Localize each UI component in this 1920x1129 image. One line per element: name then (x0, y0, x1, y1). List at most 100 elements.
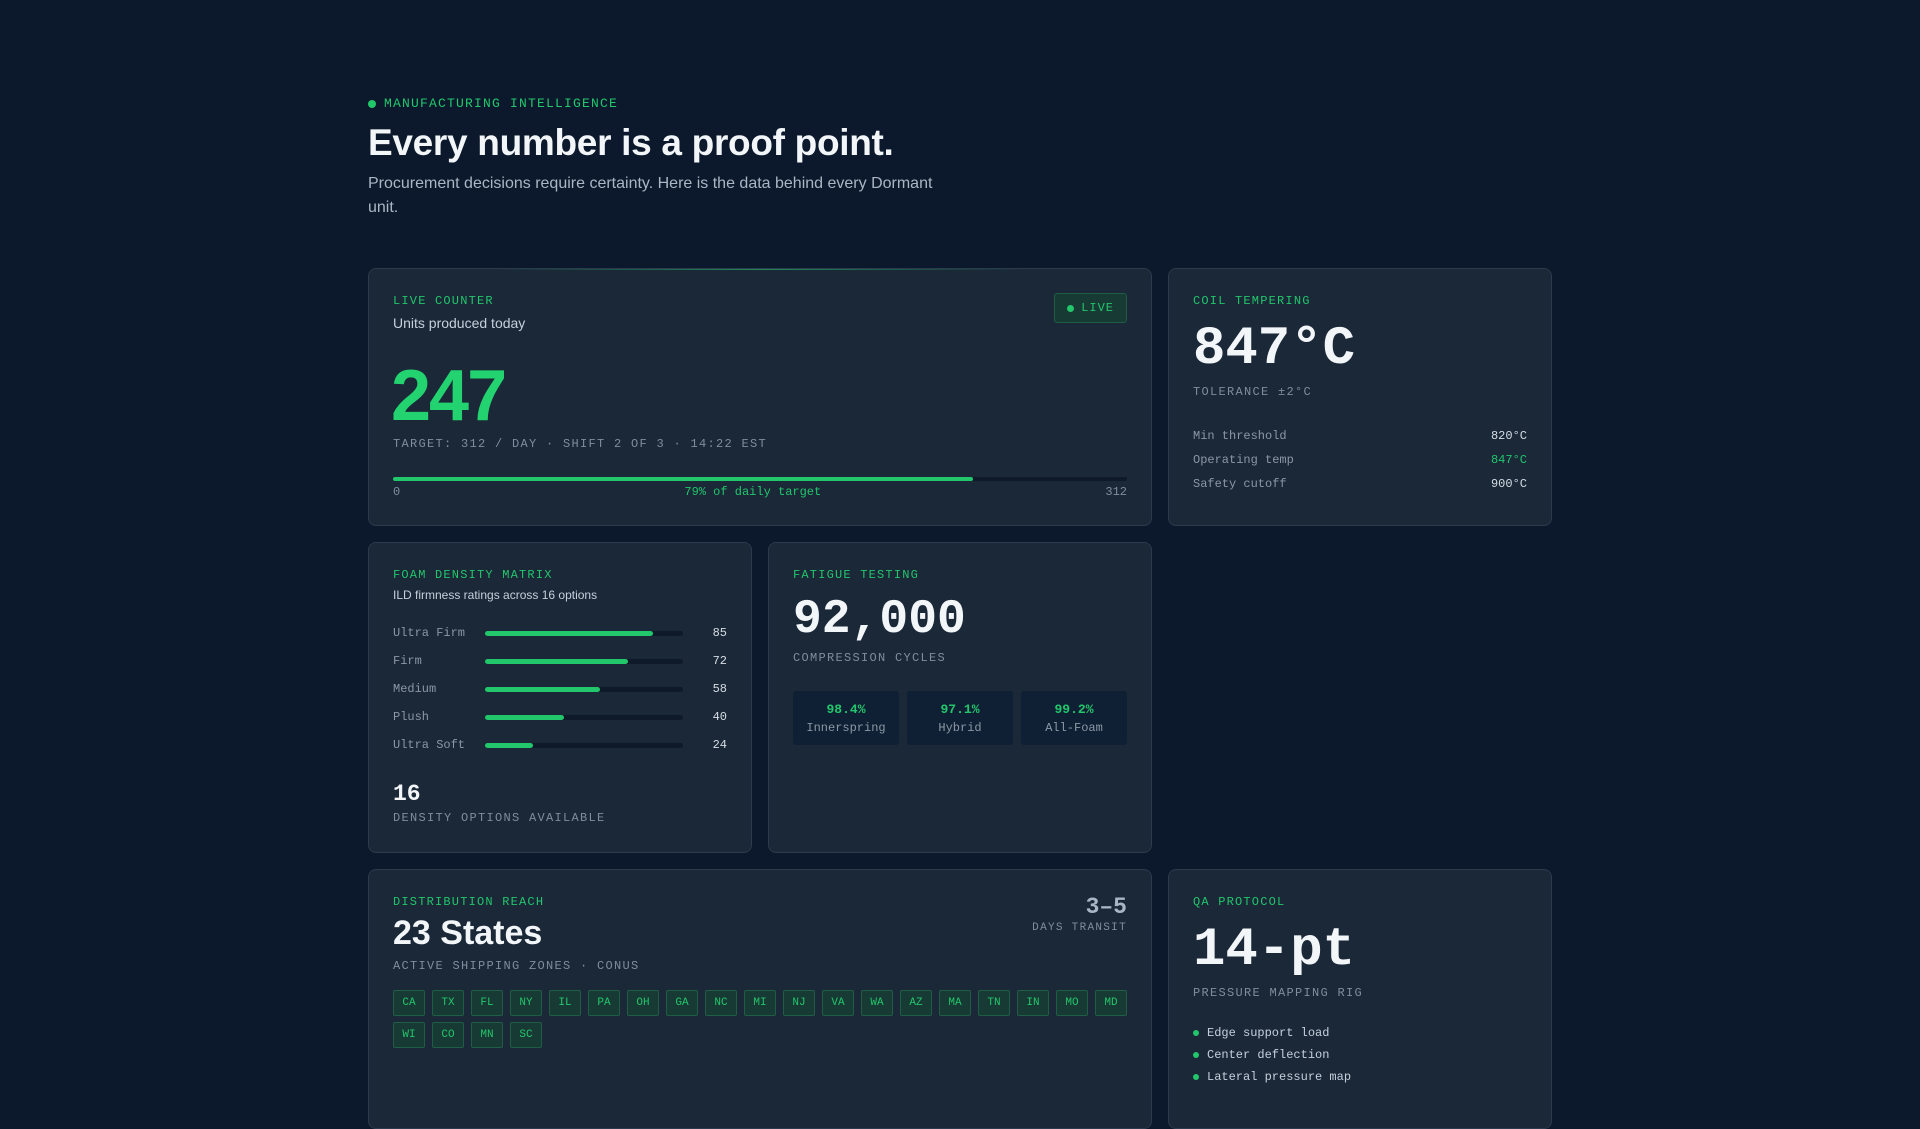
density-bar-list: Ultra Firm 85 Firm 72 Medium 58 Plush 40… (393, 619, 727, 759)
coil-tolerance: TOLERANCE ±2°C (1193, 385, 1313, 399)
state-chip: MO (1056, 990, 1088, 1016)
compression-cycles-value: 92,000 (793, 593, 966, 647)
state-chip: CO (432, 1022, 464, 1048)
qa-check-label: Center deflection (1207, 1048, 1330, 1062)
density-bar-track (485, 686, 683, 692)
pass-rate-value: 97.1% (940, 701, 980, 717)
transit-label: DAYS TRANSIT (1032, 922, 1127, 934)
density-bar-row: Plush 40 (393, 703, 727, 731)
spec-row: Min threshold 820°C (1193, 424, 1527, 448)
density-bar-label: Firm (393, 654, 422, 668)
state-chip: MI (744, 990, 776, 1016)
qa-rig-label: PRESSURE MAPPING RIG (1193, 986, 1364, 1000)
qa-check-label: Lateral pressure map (1207, 1070, 1352, 1084)
progress-caption: 79% of daily target (684, 485, 822, 499)
density-bar-row: Ultra Soft 24 (393, 731, 727, 759)
coil-tempering-card: COIL TEMPERING 847°C TOLERANCE ±2°C Min … (1168, 268, 1552, 526)
state-chip: WI (393, 1022, 425, 1048)
state-chip: CA (393, 990, 425, 1016)
spec-row: Operating temp 847°C (1193, 448, 1527, 472)
progress-min: 0 (393, 485, 401, 499)
progress-max: 312 (1105, 485, 1127, 499)
pass-rate-tile: 97.1% Hybrid (907, 691, 1013, 745)
density-bar-fill (485, 658, 628, 664)
section-eyebrow: MANUFACTURING INTELLIGENCE (368, 96, 618, 111)
pass-rate-value: 98.4% (826, 701, 866, 717)
pass-rate-tiles: 98.4% Innerspring 97.1% Hybrid 99.2% All… (793, 691, 1127, 745)
bullet-icon (1193, 1074, 1199, 1080)
transit-value: 3–5 (1085, 894, 1127, 920)
density-options-count: 16 (393, 781, 421, 807)
state-chip: SC (510, 1022, 542, 1048)
density-bar-label: Medium (393, 682, 437, 696)
daily-target-progress (393, 477, 1127, 481)
pass-rate-type: All-Foam (1045, 720, 1103, 735)
foam-density-card: FOAM DENSITY MATRIX ILD firmness ratings… (368, 542, 752, 853)
density-bar-label: Ultra Soft (393, 738, 466, 752)
state-chip: GA (666, 990, 698, 1016)
density-bar-label: Plush (393, 710, 430, 724)
spec-value: 820°C (1490, 429, 1527, 443)
qa-protocol-card: QA PROTOCOL 14-pt PRESSURE MAPPING RIG E… (1168, 869, 1552, 1129)
density-bar-value: 40 (712, 710, 727, 724)
state-chip: NC (705, 990, 737, 1016)
shipping-zones-label: ACTIVE SHIPPING ZONES · CONUS (393, 959, 640, 973)
state-chip: AZ (900, 990, 932, 1016)
card-label: FOAM DENSITY MATRIX (393, 568, 553, 582)
spec-value: 847°C (1490, 453, 1527, 467)
density-bar-row: Firm 72 (393, 647, 727, 675)
state-chip-list: CA TX FL NY IL PA OH GA NC MI NJ VA WA AZ MA TN IN MO MD WI… (393, 990, 1133, 1048)
spec-key: Safety cutoff (1193, 477, 1287, 491)
card-label: COIL TEMPERING (1193, 294, 1311, 308)
density-bar-fill (485, 686, 600, 692)
card-subtitle: Units produced today (393, 315, 526, 331)
pass-rate-tile: 98.4% Innerspring (793, 691, 899, 745)
page-title: Every number is a proof point. (368, 122, 894, 163)
state-chip: VA (822, 990, 854, 1016)
pass-rate-tile: 99.2% All-Foam (1021, 691, 1127, 745)
card-label: DISTRIBUTION REACH (393, 895, 545, 909)
state-chip: TN (978, 990, 1010, 1016)
density-bar-fill (485, 630, 654, 636)
live-badge-label: LIVE (1081, 301, 1114, 315)
coil-spec-list: Min threshold 820°C Operating temp 847°C… (1193, 424, 1527, 496)
density-bar-value: 58 (712, 682, 727, 696)
state-chip: OH (627, 990, 659, 1016)
distribution-reach-card: DISTRIBUTION REACH 23 States ACTIVE SHIP… (368, 869, 1152, 1129)
qa-check-item: Edge support load (1193, 1022, 1351, 1044)
density-bar-label: Ultra Firm (393, 626, 466, 640)
state-chip: PA (588, 990, 620, 1016)
compression-cycles-label: COMPRESSION CYCLES (793, 651, 947, 665)
state-chip: IL (549, 990, 581, 1016)
progress-fill (393, 477, 973, 481)
state-chip: TX (432, 990, 464, 1016)
qa-check-label: Edge support load (1207, 1026, 1330, 1040)
density-bar-value: 24 (712, 738, 727, 752)
card-label: LIVE COUNTER (393, 294, 494, 308)
density-bar-track (485, 714, 683, 720)
state-chip: NY (510, 990, 542, 1016)
state-chip: MD (1095, 990, 1127, 1016)
qa-check-item: Center deflection (1193, 1044, 1351, 1066)
state-chip: MN (471, 1022, 503, 1048)
bullet-icon (1193, 1052, 1199, 1058)
state-chip: WA (861, 990, 893, 1016)
progress-scale: 0 79% of daily target 312 (393, 485, 1127, 499)
density-bar-track (485, 630, 683, 636)
card-subtitle: ILD firmness ratings across 16 options (393, 588, 598, 602)
target-line: TARGET: 312 / DAY · SHIFT 2 OF 3 · 14:22… (393, 437, 768, 451)
density-bar-value: 85 (712, 626, 727, 640)
state-chip: NJ (783, 990, 815, 1016)
density-bar-track (485, 658, 683, 664)
state-chip: MA (939, 990, 971, 1016)
spec-key: Operating temp (1193, 453, 1294, 467)
density-bar-fill (485, 714, 565, 720)
density-bar-value: 72 (712, 654, 727, 668)
pass-rate-type: Innerspring (806, 720, 886, 735)
bullet-icon (1193, 1030, 1199, 1036)
spec-value: 900°C (1490, 477, 1527, 491)
state-chip: IN (1017, 990, 1049, 1016)
density-bar-track (485, 742, 683, 748)
live-counter-card: LIVE COUNTER Units produced today LIVE 2… (368, 268, 1152, 526)
status-dot-icon (368, 99, 376, 108)
